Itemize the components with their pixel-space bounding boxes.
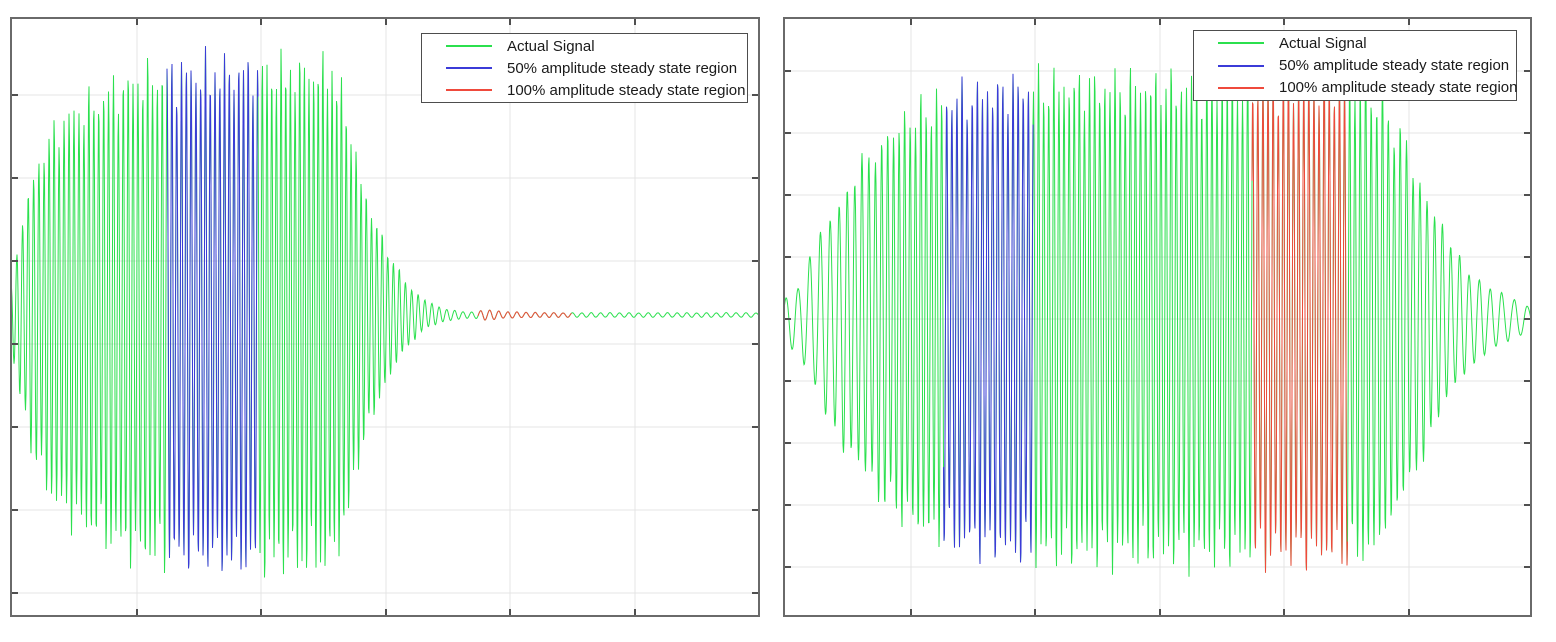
legend-line-blue: [446, 67, 492, 69]
legend-entry-actual-signal: Actual Signal: [1194, 33, 1516, 53]
legend-line-blue: [1218, 64, 1264, 67]
legend-label: Actual Signal: [1279, 34, 1367, 52]
legend-label: 50% amplitude steady state region: [1279, 57, 1510, 74]
steady50-region-waveform: [166, 46, 259, 571]
axes-border: [10, 17, 760, 617]
legend-entry-steady50: 50% amplitude steady state region: [1194, 56, 1516, 76]
legend-line-green: [1218, 42, 1264, 45]
legend-line-green: [446, 45, 492, 47]
actual-signal-waveform: [783, 63, 1532, 577]
legend-label: 50% amplitude steady state region: [507, 59, 738, 77]
plot-left-canvas: [10, 17, 760, 617]
legend-line-red: [1218, 86, 1264, 89]
signal-plot-right: Actual Signal 50% amplitude steady state…: [783, 17, 1532, 617]
steady100-region-waveform: [477, 309, 572, 321]
legend-left: Actual Signal 50% amplitude steady state…: [421, 33, 748, 103]
legend-label: 100% amplitude steady state region: [507, 81, 746, 99]
axes-border: [783, 17, 1532, 617]
legend-label: Actual Signal: [507, 37, 595, 55]
legend-right: Actual Signal 50% amplitude steady state…: [1193, 30, 1517, 101]
legend-entry-steady100: 100% amplitude steady state region: [1194, 78, 1518, 98]
signal-plot-left: Actual Signal 50% amplitude steady state…: [10, 17, 760, 617]
steady50-region-waveform: [943, 73, 1034, 565]
steady100-region-waveform: [1251, 65, 1348, 573]
legend-line-red: [446, 89, 492, 91]
legend-label: 100% amplitude steady state region: [1279, 79, 1518, 97]
legend-entry-actual-signal: Actual Signal: [422, 36, 747, 56]
legend-entry-steady50: 50% amplitude steady state region: [422, 58, 747, 78]
plot-right-canvas: [783, 17, 1532, 617]
actual-signal-waveform: [10, 46, 760, 578]
legend-entry-steady100: 100% amplitude steady state region: [422, 80, 747, 100]
